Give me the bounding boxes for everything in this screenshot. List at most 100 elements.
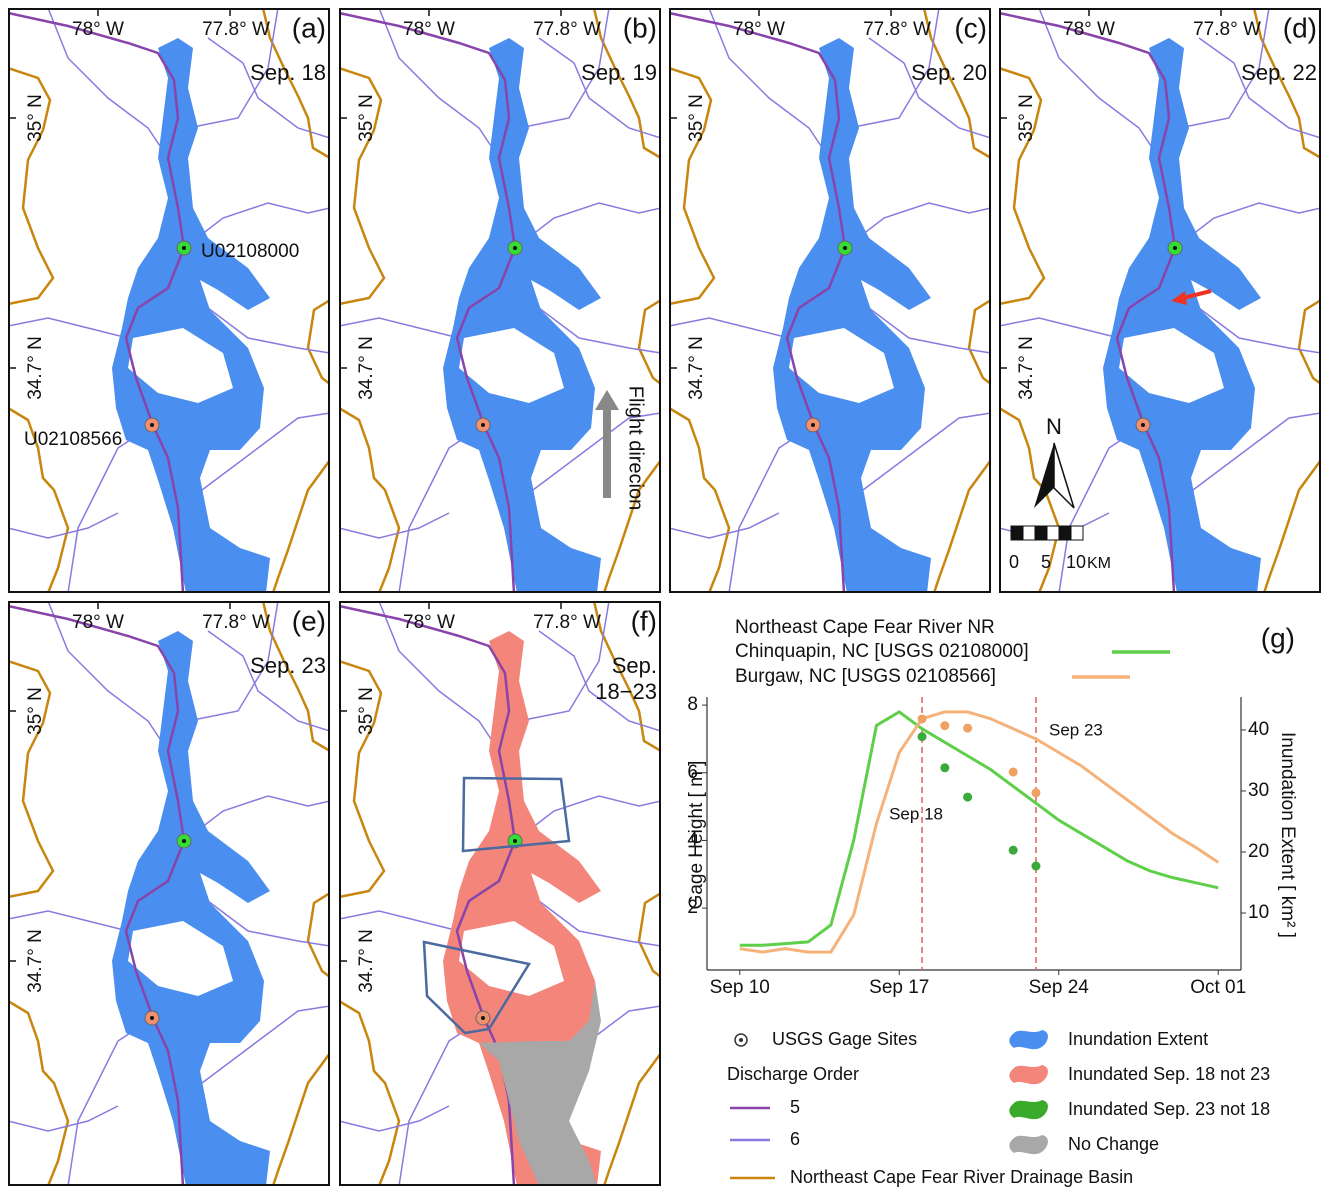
panel-label: (d) (1283, 12, 1317, 43)
map-layers (8, 8, 330, 593)
panel-date: Sep. (612, 653, 657, 678)
panel-label: (c) (954, 12, 987, 43)
lon-label: 78° W (403, 19, 455, 40)
map-panel: 78° W 77.8° W (d) Sep. 22 35° N 34.7° N N 0 5 10 K… (999, 8, 1321, 593)
scale-label: 5 (1041, 552, 1051, 572)
map-panel: 78° W 77.8° W (c) Sep. 20 35° N 34.7° N (669, 8, 991, 593)
series-line (739, 710, 1220, 954)
panel-frame (339, 8, 661, 593)
panel-date: 18−23 (595, 679, 657, 704)
series-line (739, 710, 1219, 947)
lat-label: 34.7° N (356, 929, 377, 993)
lon-label: 77.8° W (533, 19, 601, 40)
lat-label: 34.7° N (1016, 336, 1037, 400)
legend-text: No Change (1068, 1134, 1159, 1154)
extent-point (963, 792, 973, 802)
y-tick-label: 2 (687, 897, 698, 918)
panel-date: Sep. 22 (1241, 60, 1317, 85)
chart-label: (g) (1261, 622, 1295, 653)
legend-label: Chinquapin, NC [USGS 02108000] (735, 641, 1029, 662)
change-arrow (1182, 289, 1212, 300)
map-layers (999, 8, 1321, 593)
legend-text: Inundation Extent (1068, 1029, 1208, 1049)
x-tick-label: Sep 24 (1029, 977, 1090, 998)
map-panel: 78° W 77.8° W (e) Sep. 23 35° N 34.7° N (8, 601, 330, 1186)
change-arrow-head (1171, 291, 1187, 305)
y2-tick-label: 30 (1248, 780, 1269, 801)
lat-label: 35° N (25, 687, 46, 735)
focus-box (422, 940, 531, 1035)
panel-frame (8, 8, 330, 593)
x-tick-label: Sep 17 (869, 977, 929, 998)
panel-label: (e) (292, 605, 326, 636)
panel-label: (b) (623, 12, 657, 43)
map-panel: 78° W 77.8° W (a) Sep. 18 35° N 34.7° N U02108… (8, 8, 330, 593)
map-layers (669, 8, 991, 593)
lat-label: 35° N (686, 94, 707, 142)
extent-point (1008, 845, 1018, 855)
no-change-area (479, 981, 601, 1186)
panel-frame (8, 601, 330, 1186)
lon-label: 78° W (72, 612, 124, 633)
y2-axis-label: Inundation Extent [ km² ] (1277, 732, 1298, 938)
y-tick-label: 4 (687, 829, 698, 850)
map-panel: 78° W 77.8° W (f) Sep.18−23 35° N 34.7° N (339, 601, 661, 1186)
gage-symbol (734, 1033, 748, 1047)
y2-tick-label: 40 (1248, 719, 1269, 740)
extent-point (917, 714, 927, 724)
lon-label: 78° W (72, 19, 124, 40)
legend-text: Inundated Sep. 18 not 23 (1068, 1064, 1270, 1084)
y2-tick-label: 20 (1248, 841, 1269, 862)
class-swatch (1009, 1100, 1048, 1120)
scale-unit: KM (1087, 555, 1111, 572)
legend-text: Discharge Order (727, 1064, 859, 1084)
legend-text: 5 (790, 1097, 800, 1117)
lat-label: 35° N (356, 94, 377, 142)
lat-label: 34.7° N (25, 336, 46, 400)
y-tick-label: 8 (687, 694, 698, 715)
plot-frame (717, 697, 1241, 970)
y2-tick-label: 10 (1248, 902, 1269, 923)
x-tick-label: Sep 10 (710, 977, 770, 998)
y-tick-label: 6 (687, 762, 698, 783)
map-layers (339, 8, 661, 593)
gage-symbol-dot (739, 1038, 743, 1042)
extent-point (940, 763, 950, 773)
lat-label: 34.7° N (25, 929, 46, 993)
panel-date: Sep. 23 (250, 653, 326, 678)
lon-label: 78° W (403, 612, 455, 633)
panel-label: (a) (292, 12, 326, 43)
lon-label: 77.8° W (863, 19, 931, 40)
scale-bar-cell (1022, 525, 1036, 541)
map-panel: 78° W 77.8° W (b) Sep. 19 35° N 34.7° N Flight… (339, 8, 661, 593)
extent-point (963, 723, 973, 733)
scale-bar-cell (1010, 525, 1024, 541)
north-arrow (1034, 443, 1054, 508)
panel-frame (339, 601, 661, 1186)
class-swatch (1009, 1065, 1048, 1085)
legend-text: USGS Gage Sites (772, 1029, 917, 1049)
lon-label: 78° W (733, 19, 785, 40)
panel-frame (669, 8, 991, 593)
extent-point (1008, 767, 1018, 777)
extent-point (917, 732, 927, 742)
extent-point (940, 721, 950, 731)
lat-label: 34.7° N (356, 336, 377, 400)
lat-label: 35° N (25, 94, 46, 142)
scale-label: 0 (1009, 552, 1019, 572)
legend-title: Northeast Cape Fear River NR (735, 617, 995, 638)
panel-frame (999, 8, 1321, 593)
lon-label: 77.8° W (533, 612, 601, 633)
scale-bar-cell (1034, 525, 1048, 541)
event-label: Sep 18 (889, 804, 943, 823)
panel-date: Sep. 19 (581, 60, 657, 85)
north-label: N (1046, 414, 1062, 439)
panel-date: Sep. 20 (911, 60, 987, 85)
lat-label: 35° N (1016, 94, 1037, 142)
focus-box (461, 776, 571, 853)
event-label: Sep 23 (1049, 720, 1103, 739)
class-swatch (1009, 1030, 1048, 1050)
class-swatch (1009, 1135, 1048, 1155)
